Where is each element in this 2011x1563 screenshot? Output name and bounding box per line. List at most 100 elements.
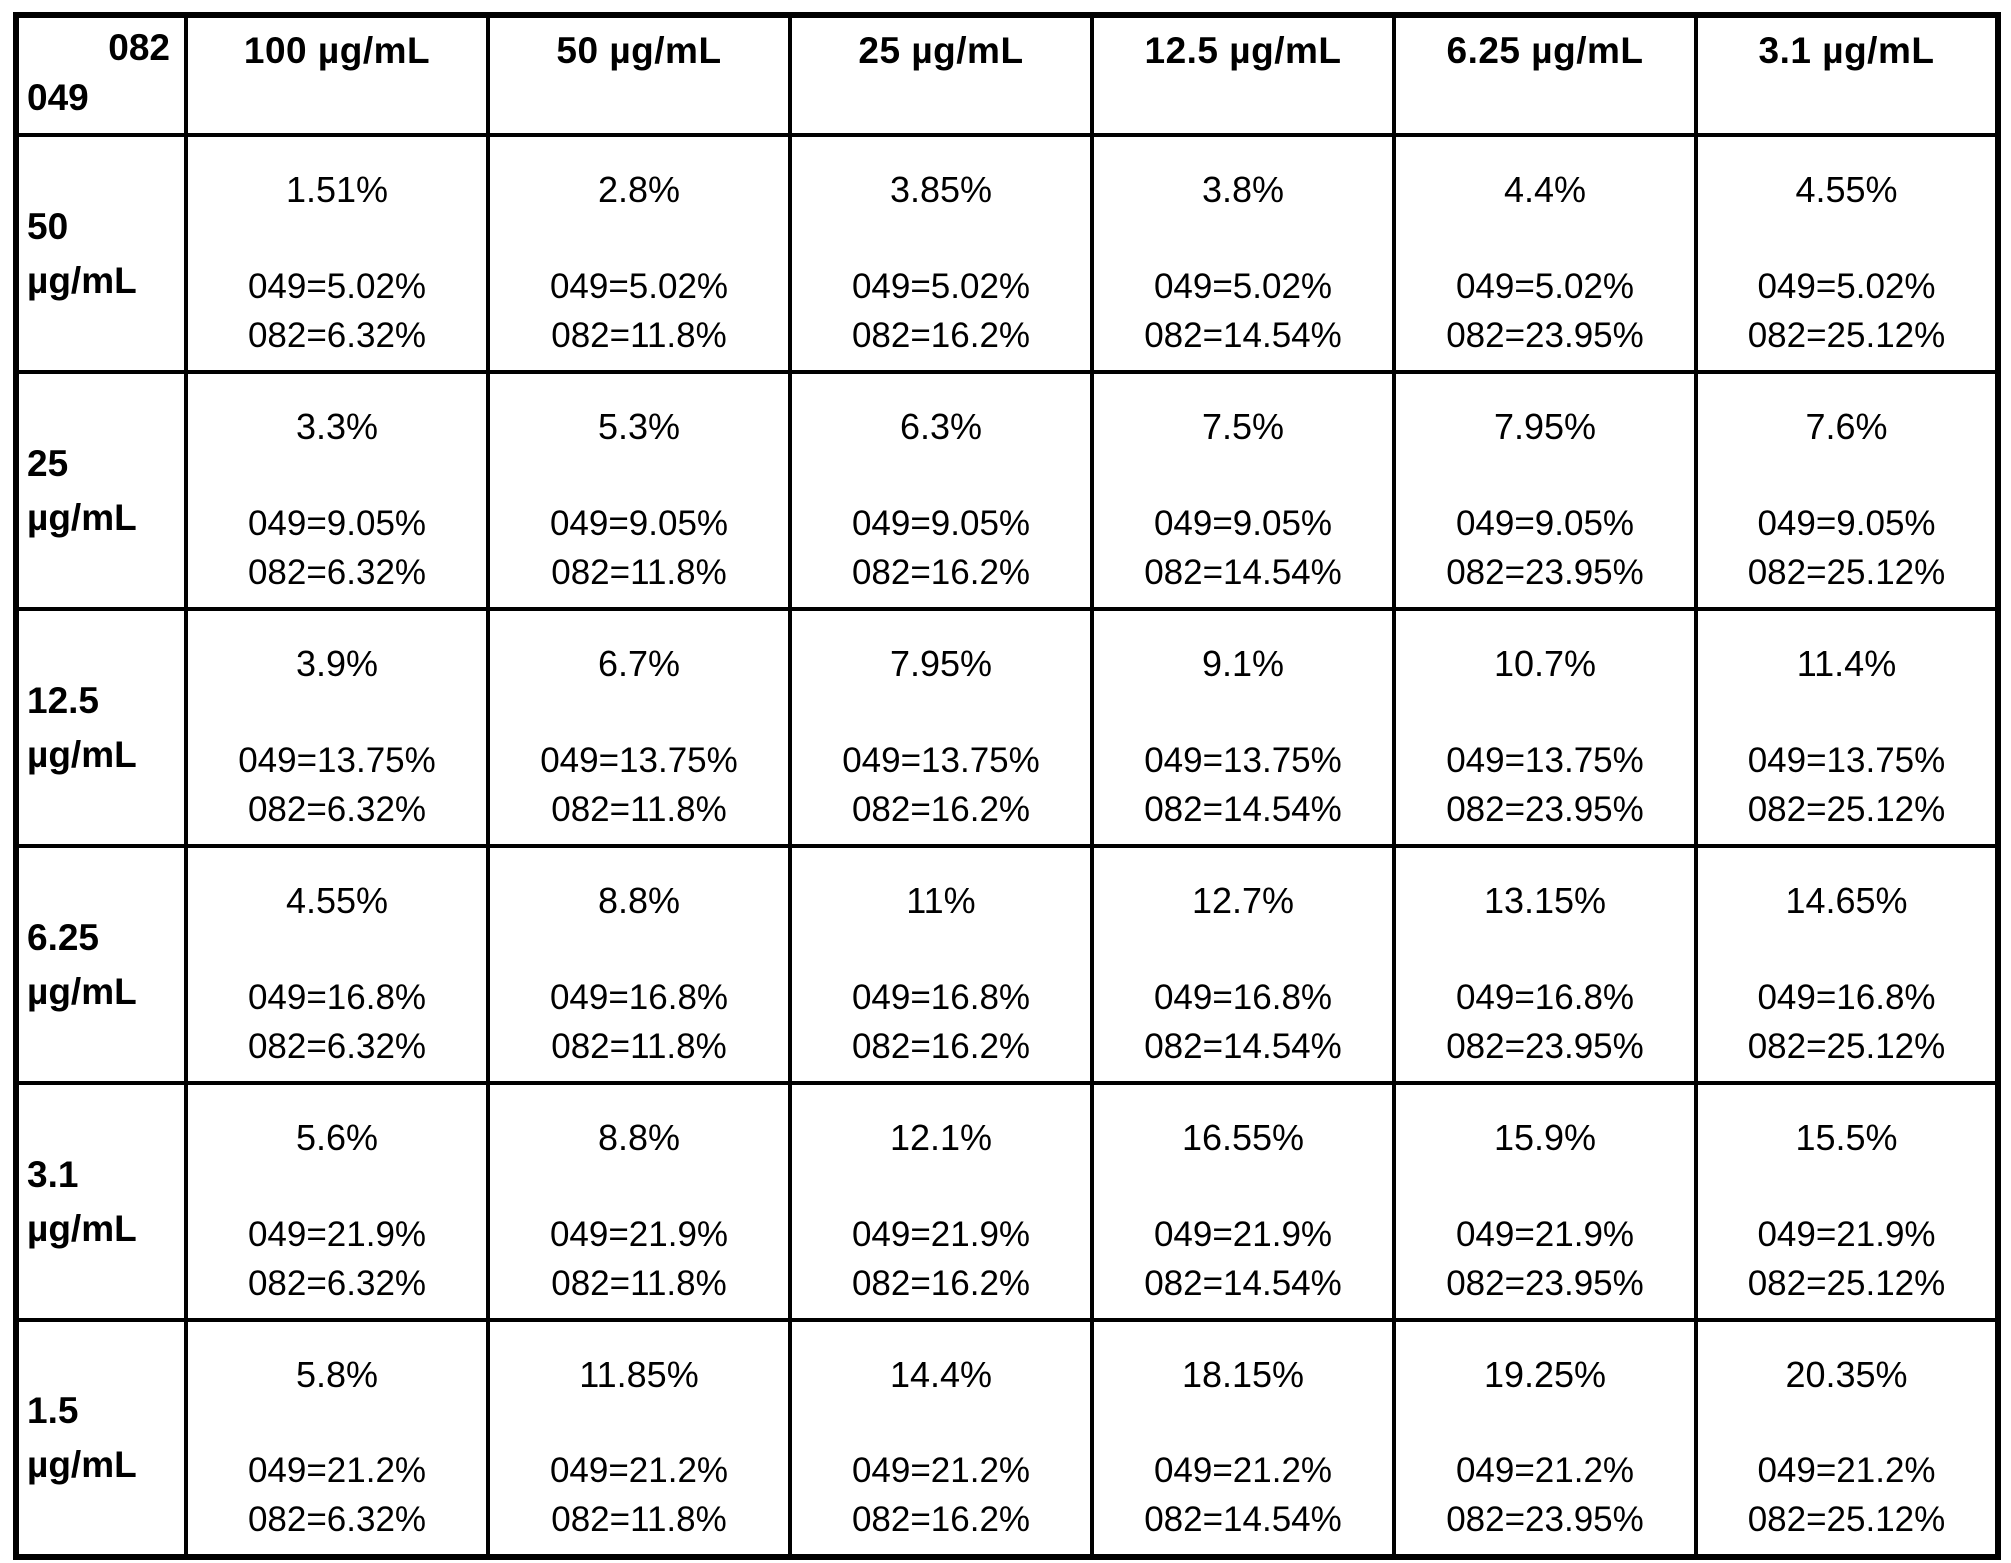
cell-082-value: 082=16.2% bbox=[851, 552, 1031, 592]
cell-main-value: 20.35% bbox=[1785, 1354, 1908, 1395]
cell-main-value: 7.95% bbox=[889, 643, 993, 684]
cell-main-value: 12.1% bbox=[889, 1117, 993, 1158]
data-cell: 12.7% 049=16.8% 082=14.54% bbox=[1090, 844, 1396, 1085]
cell-sub-values: 049=9.05% 082=25.12% bbox=[1698, 500, 1995, 597]
cell-main-value: 15.9% bbox=[1493, 1117, 1597, 1158]
cell-049-value: 049=21.2% bbox=[1455, 1451, 1635, 1491]
cell-049-value: 049=9.05% bbox=[549, 504, 729, 544]
col-header-5: 3.1 µg/mL bbox=[1694, 13, 2000, 137]
table-row: 3.1 µg/mL 5.6% 049=21.9% 082=6.32% 8.8% 049=21… bbox=[14, 1081, 2000, 1322]
cell-082-value: 082=16.2% bbox=[851, 315, 1031, 355]
row-header-3: 6.25 µg/mL bbox=[14, 844, 188, 1085]
col-header-3: 12.5 µg/mL bbox=[1090, 13, 1396, 137]
cell-sub-values: 049=21.9% 082=16.2% bbox=[792, 1211, 1090, 1308]
data-cell: 11.4% 049=13.75% 082=25.12% bbox=[1694, 607, 2000, 848]
row-label: 25 bbox=[27, 442, 69, 484]
cell-049-value: 049=5.02% bbox=[851, 267, 1031, 307]
data-cell: 14.65% 049=16.8% 082=25.12% bbox=[1694, 844, 2000, 1085]
cell-049-value: 049=21.9% bbox=[1455, 1215, 1635, 1255]
table-row: 25 µg/mL 3.3% 049=9.05% 082=6.32% 5.3% 049=9.0… bbox=[14, 370, 2000, 611]
cell-main-value: 4.4% bbox=[1503, 169, 1587, 210]
cell-082-value: 082=11.8% bbox=[551, 789, 727, 829]
cell-sub-values: 049=21.9% 082=14.54% bbox=[1094, 1211, 1392, 1308]
data-cell: 3.3% 049=9.05% 082=6.32% bbox=[184, 370, 490, 611]
cell-082-value: 082=14.54% bbox=[1144, 552, 1342, 592]
cell-082-value: 082=11.8% bbox=[551, 1263, 727, 1303]
cell-main-value: 3.8% bbox=[1201, 169, 1285, 210]
cell-049-value: 049=21.9% bbox=[549, 1215, 729, 1255]
cell-main-value: 2.8% bbox=[597, 169, 681, 210]
data-cell: 11% 049=16.8% 082=16.2% bbox=[788, 844, 1094, 1085]
row-unit-label: µg/mL bbox=[27, 970, 137, 1012]
cell-049-value: 049=9.05% bbox=[1455, 504, 1635, 544]
data-cell: 7.6% 049=9.05% 082=25.12% bbox=[1694, 370, 2000, 611]
row-label: 1.5 bbox=[27, 1390, 79, 1432]
data-cell: 2.8% 049=5.02% 082=11.8% bbox=[486, 133, 792, 374]
cell-049-value: 049=5.02% bbox=[549, 267, 729, 307]
data-cell: 1.51% 049=5.02% 082=6.32% bbox=[184, 133, 490, 374]
cell-sub-values: 049=5.02% 082=11.8% bbox=[490, 263, 788, 360]
col-header-0: 100 µg/mL bbox=[184, 13, 490, 137]
cell-082-value: 082=23.95% bbox=[1446, 1026, 1644, 1066]
data-cell: 8.8% 049=16.8% 082=11.8% bbox=[486, 844, 792, 1085]
cell-sub-values: 049=16.8% 082=11.8% bbox=[490, 974, 788, 1071]
row-header-2: 12.5 µg/mL bbox=[14, 607, 188, 848]
cell-sub-values: 049=5.02% 082=23.95% bbox=[1396, 263, 1694, 360]
cell-sub-values: 049=16.8% 082=16.2% bbox=[792, 974, 1090, 1071]
cell-082-value: 082=6.32% bbox=[247, 1263, 427, 1303]
cell-082-value: 082=25.12% bbox=[1747, 315, 1946, 355]
cell-main-value: 16.55% bbox=[1181, 1117, 1305, 1158]
cell-sub-values: 049=13.75% 082=14.54% bbox=[1094, 737, 1392, 834]
cell-main-value: 15.5% bbox=[1795, 1117, 1898, 1158]
cell-082-value: 082=6.32% bbox=[247, 1499, 427, 1539]
cell-main-value: 18.15% bbox=[1181, 1354, 1305, 1395]
data-cell: 3.85% 049=5.02% 082=16.2% bbox=[788, 133, 1094, 374]
cell-049-value: 049=16.8% bbox=[247, 978, 427, 1018]
cell-sub-values: 049=21.9% 082=25.12% bbox=[1698, 1211, 1995, 1308]
row-label: 3.1 bbox=[27, 1153, 79, 1195]
cell-049-value: 049=13.75% bbox=[1446, 741, 1644, 781]
row-header-0: 50 µg/mL bbox=[14, 133, 188, 374]
cell-main-value: 14.65% bbox=[1785, 880, 1908, 921]
cell-main-value: 11.85% bbox=[579, 1354, 699, 1395]
cell-sub-values: 049=5.02% 082=6.32% bbox=[188, 263, 486, 360]
cell-082-value: 082=25.12% bbox=[1747, 789, 1946, 829]
cell-082-value: 082=23.95% bbox=[1446, 789, 1644, 829]
cell-049-value: 049=21.9% bbox=[247, 1215, 427, 1255]
cell-main-value: 9.1% bbox=[1201, 643, 1285, 684]
cell-049-value: 049=5.02% bbox=[1153, 267, 1333, 307]
cell-082-value: 082=11.8% bbox=[551, 315, 727, 355]
cell-049-value: 049=16.8% bbox=[1455, 978, 1635, 1018]
cell-main-value: 10.7% bbox=[1493, 643, 1597, 684]
row-unit-label: µg/mL bbox=[27, 259, 137, 301]
cell-082-value: 082=25.12% bbox=[1747, 1499, 1946, 1539]
cell-082-value: 082=16.2% bbox=[851, 789, 1031, 829]
row-label: 6.25 bbox=[27, 916, 100, 958]
cell-049-value: 049=16.8% bbox=[1757, 978, 1936, 1018]
cell-049-value: 049=5.02% bbox=[1757, 267, 1936, 307]
data-cell: 4.55% 049=5.02% 082=25.12% bbox=[1694, 133, 2000, 374]
data-cell: 4.4% 049=5.02% 082=23.95% bbox=[1392, 133, 1698, 374]
cell-049-value: 049=21.9% bbox=[1153, 1215, 1333, 1255]
cell-082-value: 082=14.54% bbox=[1144, 315, 1342, 355]
cell-sub-values: 049=21.2% 082=14.54% bbox=[1094, 1447, 1392, 1544]
cell-049-value: 049=5.02% bbox=[1455, 267, 1635, 307]
cell-main-value: 4.55% bbox=[285, 880, 389, 921]
cell-sub-values: 049=21.2% 082=6.32% bbox=[188, 1447, 486, 1544]
data-cell: 7.95% 049=9.05% 082=23.95% bbox=[1392, 370, 1698, 611]
corner-bottom-label: 049 bbox=[27, 77, 89, 119]
cell-049-value: 049=13.75% bbox=[842, 741, 1040, 781]
cell-sub-values: 049=16.8% 082=14.54% bbox=[1094, 974, 1392, 1071]
cell-sub-values: 049=16.8% 082=23.95% bbox=[1396, 974, 1694, 1071]
cell-sub-values: 049=16.8% 082=25.12% bbox=[1698, 974, 1995, 1071]
corner-top-label: 082 bbox=[108, 27, 170, 68]
inhibition-matrix-table: 082 049 100 µg/mL 50 µg/mL 25 µg/mL 12.5 µg… bbox=[13, 12, 2001, 1560]
table-body: 50 µg/mL 1.51% 049=5.02% 082=6.32% 2.8% 049=5.… bbox=[14, 133, 2000, 1559]
table-row: 50 µg/mL 1.51% 049=5.02% 082=6.32% 2.8% 049=5.… bbox=[14, 133, 2000, 374]
row-header-1: 25 µg/mL bbox=[14, 370, 188, 611]
cell-082-value: 082=23.95% bbox=[1446, 1263, 1644, 1303]
table-row: 6.25 µg/mL 4.55% 049=16.8% 082=6.32% 8.8% 049=… bbox=[14, 844, 2000, 1085]
cell-082-value: 082=14.54% bbox=[1144, 1026, 1342, 1066]
col-header-4: 6.25 µg/mL bbox=[1392, 13, 1698, 137]
cell-sub-values: 049=9.05% 082=16.2% bbox=[792, 500, 1090, 597]
